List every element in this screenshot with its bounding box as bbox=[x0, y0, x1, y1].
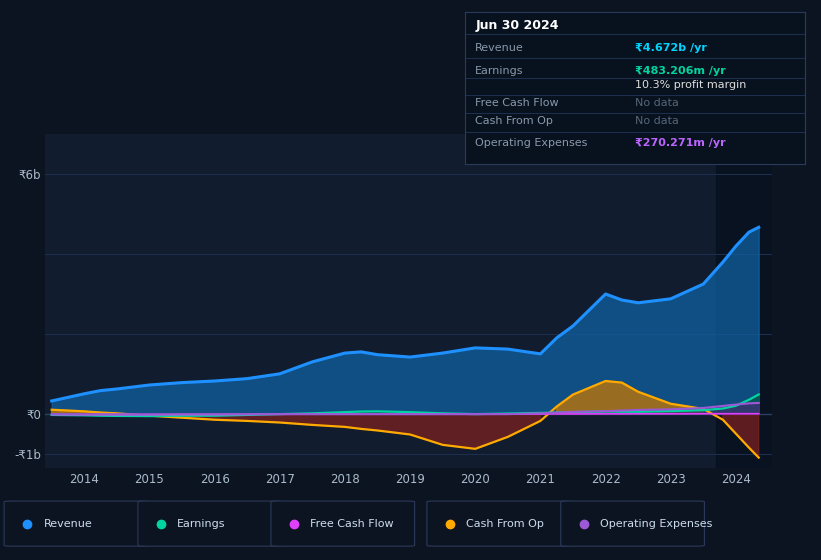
Text: ₹270.271m /yr: ₹270.271m /yr bbox=[635, 138, 726, 148]
Text: Operating Expenses: Operating Expenses bbox=[475, 138, 588, 148]
Text: Revenue: Revenue bbox=[44, 519, 92, 529]
Text: Operating Expenses: Operating Expenses bbox=[600, 519, 713, 529]
Text: No data: No data bbox=[635, 98, 679, 108]
FancyBboxPatch shape bbox=[4, 501, 148, 546]
Text: Free Cash Flow: Free Cash Flow bbox=[310, 519, 394, 529]
FancyBboxPatch shape bbox=[138, 501, 282, 546]
FancyBboxPatch shape bbox=[271, 501, 415, 546]
Text: Cash From Op: Cash From Op bbox=[466, 519, 544, 529]
FancyBboxPatch shape bbox=[561, 501, 704, 546]
Text: ₹4.672b /yr: ₹4.672b /yr bbox=[635, 44, 707, 54]
Text: Free Cash Flow: Free Cash Flow bbox=[475, 98, 559, 108]
Text: Revenue: Revenue bbox=[475, 44, 524, 54]
Text: ₹483.206m /yr: ₹483.206m /yr bbox=[635, 66, 726, 76]
Text: Earnings: Earnings bbox=[475, 66, 524, 76]
Text: No data: No data bbox=[635, 116, 679, 127]
Bar bbox=[717, 134, 772, 468]
Text: Earnings: Earnings bbox=[177, 519, 226, 529]
Text: Cash From Op: Cash From Op bbox=[475, 116, 553, 127]
FancyBboxPatch shape bbox=[427, 501, 571, 546]
Text: Jun 30 2024: Jun 30 2024 bbox=[475, 19, 559, 32]
Text: 10.3% profit margin: 10.3% profit margin bbox=[635, 80, 746, 90]
